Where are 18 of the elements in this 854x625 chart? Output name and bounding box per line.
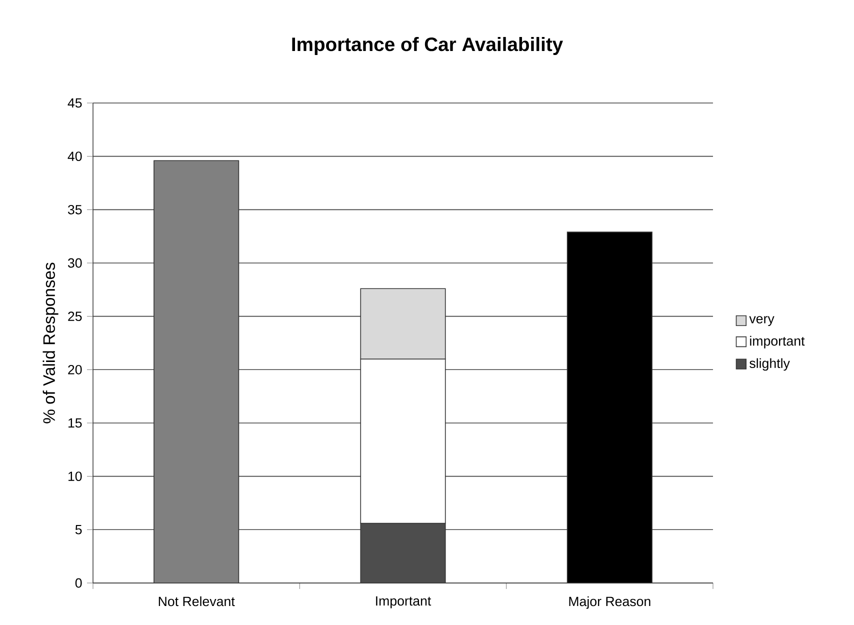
y-tick-label: 25 bbox=[68, 312, 82, 322]
y-tick-label: 35 bbox=[68, 204, 82, 214]
y-tick-label: 5 bbox=[75, 524, 82, 534]
y-tick-label: 40 bbox=[68, 152, 82, 162]
y-tick-label: 30 bbox=[68, 258, 82, 268]
y-tick-label: 0 bbox=[75, 578, 82, 588]
y-tick-label: 45 bbox=[68, 98, 82, 108]
x-tick-label: Not Relevant bbox=[158, 596, 235, 606]
y-tick-label: 15 bbox=[68, 418, 82, 428]
y-tick-label: 20 bbox=[68, 364, 82, 374]
chart-title: Importance of Car Availability bbox=[292, 36, 563, 56]
x-tick-label: Major Reason bbox=[569, 596, 650, 609]
legend-label: very bbox=[749, 316, 774, 326]
x-tick-label: Important bbox=[376, 596, 432, 608]
y-tick-label: 10 bbox=[68, 472, 82, 482]
legend-label: slightly bbox=[750, 358, 790, 371]
y-axis-title: % of Valid Responses bbox=[42, 262, 58, 424]
legend-label: important bbox=[750, 336, 805, 348]
